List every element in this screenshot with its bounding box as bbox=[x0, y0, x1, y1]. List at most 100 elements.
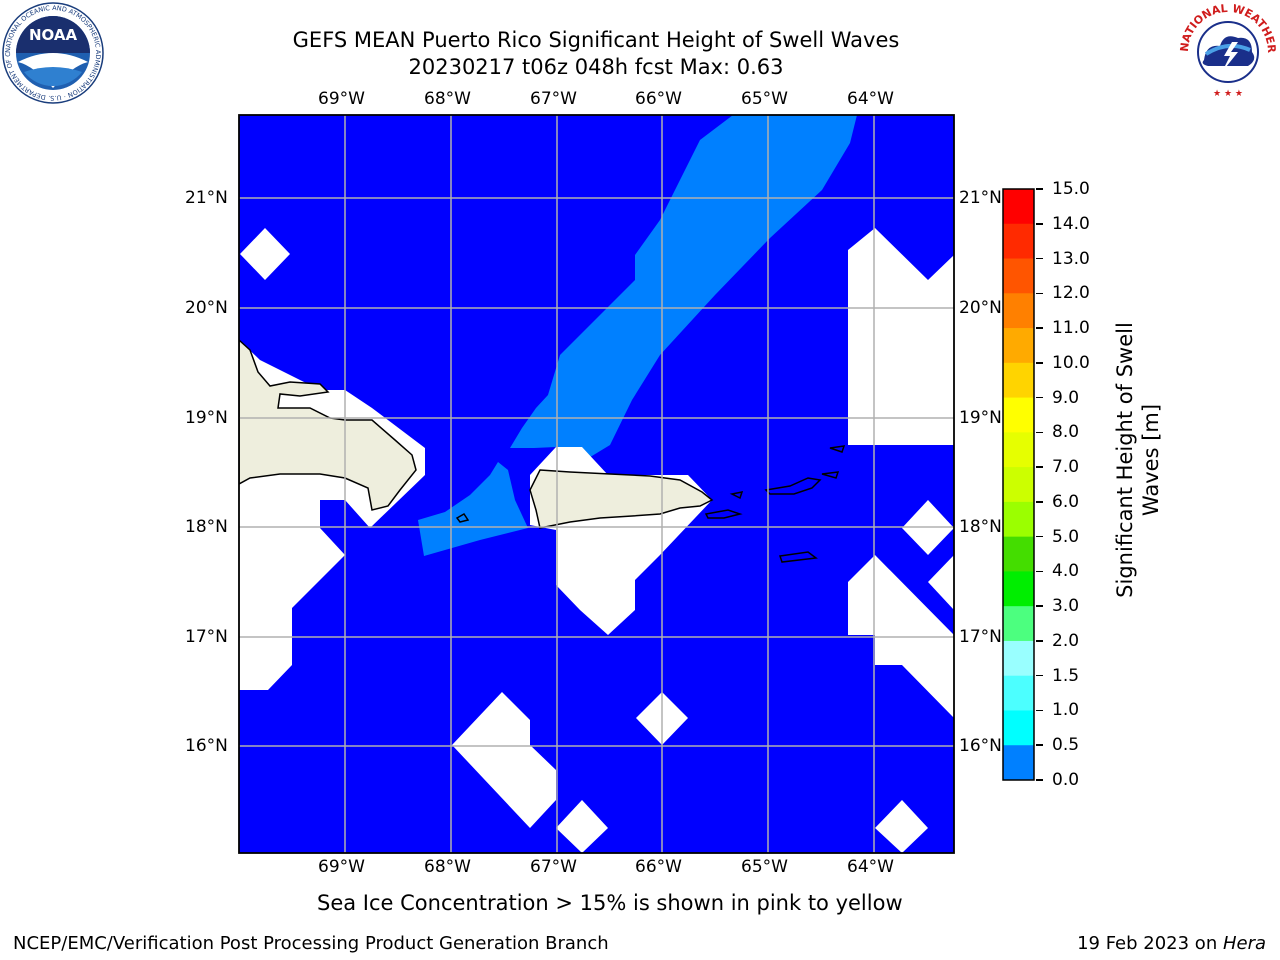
noaa-logo-text: NOAA bbox=[29, 26, 78, 44]
colorbar-tick-label: 13.0 bbox=[1052, 248, 1090, 269]
colorbar-tick-label: 0.0 bbox=[1052, 770, 1080, 790]
sea-ice-note: Sea Ice Concentration > 15% is shown in … bbox=[317, 891, 903, 915]
lon-label-bottom: 69°W bbox=[318, 857, 365, 877]
footer-date-text: 19 Feb 2023 on bbox=[1077, 933, 1223, 954]
colorbar-segment bbox=[1003, 745, 1034, 781]
lon-label-top: 68°W bbox=[424, 89, 471, 109]
colorbar-tick-label: 10.0 bbox=[1052, 352, 1090, 373]
colorbar bbox=[1002, 188, 1035, 781]
lon-label-bottom: 67°W bbox=[530, 857, 577, 877]
lat-label-left: 18°N bbox=[185, 517, 228, 537]
colorbar-tick-mark bbox=[1036, 327, 1043, 329]
lat-label-right: 21°N bbox=[959, 188, 1002, 208]
lon-label-top: 64°W bbox=[847, 89, 894, 109]
colorbar-tick-mark bbox=[1036, 570, 1043, 573]
colorbar-tick-mark bbox=[1036, 640, 1043, 642]
swell-band-mid bbox=[510, 115, 857, 462]
footer-organization: NCEP/EMC/Verification Post Processing Pr… bbox=[13, 933, 609, 954]
colorbar-tick-mark bbox=[1036, 292, 1043, 295]
lon-label-top: 67°W bbox=[530, 89, 577, 109]
lat-label-right: 19°N bbox=[959, 408, 1002, 428]
colorbar-tick-mark bbox=[1036, 362, 1043, 364]
lat-label-left: 21°N bbox=[185, 188, 228, 208]
lat-label-right: 20°N bbox=[959, 298, 1002, 318]
colorbar-tick-mark bbox=[1036, 535, 1043, 538]
culebra-island bbox=[729, 491, 744, 500]
colorbar-tick-label: 15.0 bbox=[1052, 179, 1090, 199]
lon-label-bottom: 66°W bbox=[635, 857, 682, 877]
lat-label-right: 17°N bbox=[959, 627, 1002, 647]
colorbar-tick-mark bbox=[1036, 779, 1043, 781]
noaa-logo: NATIONAL OCEANIC AND ATMOSPHERIC ADMINIS… bbox=[2, 2, 104, 104]
hispaniola-land bbox=[239, 338, 417, 511]
colorbar-tick-label: 6.0 bbox=[1052, 491, 1080, 512]
colorbar-label-line1: Significant Height of Swell bbox=[1113, 322, 1137, 598]
lon-label-bottom: 65°W bbox=[741, 857, 788, 877]
colorbar-segment bbox=[1003, 536, 1034, 572]
lon-label-top: 69°W bbox=[318, 89, 365, 109]
lat-label-left: 20°N bbox=[185, 298, 228, 318]
colorbar-tick-label: 4.0 bbox=[1052, 561, 1080, 582]
map-subtitle: 20230217 t06z 048h fcst Max: 0.63 bbox=[408, 55, 784, 79]
lon-label-bottom: 68°W bbox=[424, 857, 471, 877]
colorbar-tick-mark bbox=[1036, 501, 1043, 503]
colorbar-segment bbox=[1003, 467, 1034, 503]
colorbar-tick-mark bbox=[1036, 188, 1043, 190]
colorbar-segment bbox=[1003, 397, 1034, 433]
colorbar-tick-label: 14.0 bbox=[1052, 213, 1090, 234]
colorbar-tick-label: 8.0 bbox=[1052, 422, 1080, 443]
colorbar-segment bbox=[1003, 571, 1034, 607]
st-croix-island bbox=[779, 551, 818, 563]
colorbar-label: Significant Height of Swell Waves [m] bbox=[1112, 290, 1164, 630]
colorbar-tick-mark bbox=[1036, 396, 1043, 399]
no-data-patch bbox=[240, 228, 290, 280]
colorbar-segment bbox=[1003, 710, 1034, 746]
no-data-patch bbox=[928, 555, 954, 610]
colorbar-tick-label: 5.0 bbox=[1052, 526, 1080, 547]
map-title: GEFS MEAN Puerto Rico Significant Height… bbox=[292, 28, 900, 52]
colorbar-tick-mark bbox=[1036, 466, 1043, 468]
lat-label-right: 16°N bbox=[959, 736, 1002, 756]
lat-label-right: 18°N bbox=[959, 517, 1002, 537]
lon-label-top: 66°W bbox=[635, 89, 682, 109]
colorbar-tick-label: 9.0 bbox=[1052, 387, 1080, 408]
vieques-island bbox=[704, 509, 743, 519]
no-data-patch bbox=[556, 800, 608, 853]
colorbar-tick-mark bbox=[1036, 223, 1043, 225]
colorbar-tick-label: 3.0 bbox=[1052, 596, 1080, 617]
colorbar-segment bbox=[1003, 432, 1034, 468]
colorbar-segment bbox=[1003, 189, 1034, 225]
no-data-patch bbox=[452, 692, 556, 828]
svg-text:★ ★ ★: ★ ★ ★ bbox=[1213, 89, 1243, 99]
lon-label-top: 65°W bbox=[741, 89, 788, 109]
colorbar-segment bbox=[1003, 501, 1034, 538]
colorbar-tick-mark bbox=[1036, 674, 1043, 677]
virgin-islands-north bbox=[821, 471, 840, 479]
footer-date: 19 Feb 2023 on Hera bbox=[1077, 933, 1266, 955]
colorbar-segment bbox=[1003, 328, 1034, 364]
map-frame bbox=[238, 114, 955, 854]
swell-band-mid-south bbox=[418, 462, 528, 556]
colorbar-tick-label: 12.0 bbox=[1052, 283, 1090, 304]
colorbar-tick-label: 0.5 bbox=[1052, 735, 1080, 756]
colorbar-tick-mark bbox=[1036, 257, 1043, 260]
virgin-islands bbox=[764, 477, 822, 495]
colorbar-label-line2: Waves [m] bbox=[1139, 403, 1163, 517]
lat-label-left: 17°N bbox=[185, 627, 228, 647]
colorbar-segment bbox=[1003, 675, 1034, 711]
colorbar-tick-label: 1.5 bbox=[1052, 665, 1080, 686]
colorbar-tick-label: 1.0 bbox=[1052, 700, 1080, 721]
colorbar-tick-label: 7.0 bbox=[1052, 457, 1080, 478]
lat-label-left: 19°N bbox=[185, 408, 228, 428]
colorbar-tick-mark bbox=[1036, 605, 1043, 607]
colorbar-segment bbox=[1003, 293, 1034, 329]
no-data-patch bbox=[875, 800, 928, 853]
colorbar-segment bbox=[1003, 258, 1034, 294]
colorbar-tick-mark bbox=[1036, 744, 1043, 746]
colorbar-tick-label: 11.0 bbox=[1052, 318, 1090, 339]
lon-label-bottom: 64°W bbox=[847, 857, 894, 877]
colorbar-tick-mark bbox=[1036, 709, 1043, 712]
colorbar-tick-mark bbox=[1036, 431, 1043, 434]
mona-island bbox=[455, 513, 470, 523]
